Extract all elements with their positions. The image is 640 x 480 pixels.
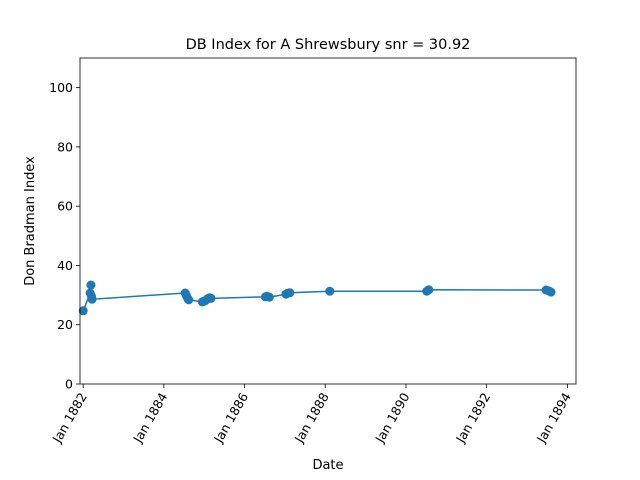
y-axis-ticks: 0 20 40 60 80 100 <box>49 80 80 392</box>
y-tick-label: 20 <box>57 317 73 332</box>
y-tick-label: 0 <box>65 377 73 392</box>
axes-frame <box>79 57 577 385</box>
y-tick-label: 60 <box>57 199 73 214</box>
data-point <box>87 294 97 304</box>
data-point <box>78 306 88 316</box>
data-point <box>424 285 434 295</box>
data-point <box>285 288 295 298</box>
data-point <box>184 295 194 305</box>
y-tick-label: 40 <box>57 258 73 273</box>
y-tick-label: 80 <box>57 139 73 154</box>
chart-title: DB Index for A Shrewsbury snr = 30.92 <box>186 37 471 53</box>
y-tick-label: 100 <box>49 80 73 95</box>
plot-area <box>78 57 577 385</box>
x-axis-label: Date <box>312 458 343 473</box>
data-point <box>86 280 96 290</box>
data-point <box>264 292 274 302</box>
y-axis-label: Don Bradman Index <box>23 156 38 286</box>
data-point <box>546 287 556 297</box>
data-point <box>325 286 335 296</box>
data-point <box>206 293 216 303</box>
